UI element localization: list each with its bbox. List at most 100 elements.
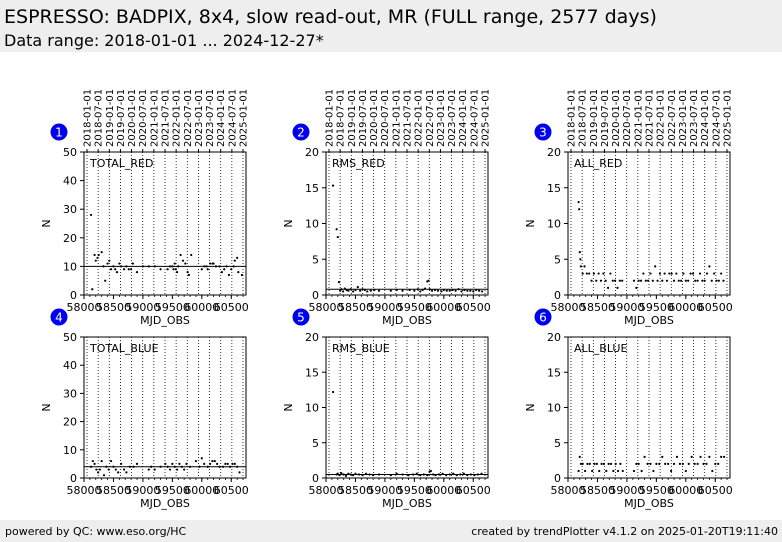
- data-point: [233, 462, 236, 465]
- top-date-label: 2024-07-01: [711, 89, 722, 147]
- y-axis-label: N: [40, 403, 53, 411]
- data-point: [135, 462, 139, 465]
- data-point: [614, 462, 617, 465]
- data-point: [434, 474, 437, 477]
- panel-title: ALL_RED: [574, 157, 622, 170]
- x-tick-label: 60000: [426, 484, 461, 497]
- data-point: [357, 473, 361, 476]
- footer-powered-by: powered by QC: www.eso.org/HC: [5, 525, 187, 538]
- top-date-label: 2021-01-01: [391, 89, 402, 147]
- data-point: [445, 289, 448, 292]
- x-tick-label: 60000: [184, 301, 219, 314]
- data-point: [466, 474, 469, 477]
- y-tick-label: 20: [63, 232, 77, 245]
- data-point: [632, 469, 636, 473]
- data-point: [720, 455, 723, 458]
- data-point: [661, 279, 664, 282]
- data-point: [173, 465, 176, 468]
- data-point: [91, 288, 94, 291]
- data-point: [597, 272, 600, 275]
- data-point: [595, 279, 598, 282]
- data-point: [177, 265, 180, 268]
- page-title: ESPRESSO: BADPIX, 8x4, slow read-out, MR…: [4, 6, 657, 28]
- y-tick-label: 0: [554, 289, 561, 302]
- data-point: [651, 279, 654, 282]
- x-tick-label: 59500: [639, 484, 674, 497]
- panel-title: RMS_RED: [332, 157, 385, 170]
- data-point: [427, 279, 430, 282]
- data-point: [619, 462, 622, 465]
- panel-number-marker: [292, 308, 310, 326]
- data-point: [592, 272, 596, 275]
- data-point: [361, 288, 364, 291]
- y-tick-label: 40: [63, 359, 77, 372]
- data-point: [705, 272, 709, 275]
- data-point: [419, 290, 422, 293]
- x-tick-label: 60000: [426, 301, 461, 314]
- top-date-label: 2019-01-01: [105, 89, 116, 147]
- data-point: [602, 272, 605, 275]
- top-date-label: 2024-01-01: [700, 89, 711, 147]
- x-tick-label: 59000: [609, 484, 644, 497]
- top-date-label: 2018-01-01: [83, 89, 94, 147]
- data-point: [430, 289, 434, 292]
- data-point: [604, 279, 607, 282]
- data-point: [389, 474, 392, 477]
- panel-number: 2: [297, 126, 305, 140]
- y-tick-label: 20: [547, 331, 561, 344]
- y-tick-label: 0: [70, 289, 77, 302]
- y-tick-label: 50: [63, 331, 77, 344]
- data-point: [436, 289, 440, 292]
- data-point: [337, 281, 341, 284]
- data-point: [579, 265, 583, 268]
- data-point: [647, 279, 650, 282]
- data-point: [106, 262, 109, 265]
- data-point: [708, 455, 711, 458]
- data-point: [179, 253, 182, 257]
- data-point: [223, 268, 226, 271]
- data-point: [342, 473, 345, 476]
- data-point: [451, 288, 454, 292]
- top-date-label: 2020-01-01: [369, 89, 380, 147]
- data-point: [218, 465, 221, 468]
- data-point: [438, 473, 441, 476]
- data-point: [173, 262, 176, 265]
- y-axis-label: N: [282, 219, 295, 227]
- data-point: [132, 465, 135, 468]
- top-date-label: 2023-01-01: [678, 89, 689, 147]
- chart-panel-1: 0 10 20 30 40 50 58000585005900059500600006050…: [40, 89, 250, 327]
- data-point: [632, 279, 636, 282]
- data-point: [677, 279, 680, 282]
- data-point: [347, 289, 350, 292]
- data-point: [658, 272, 661, 275]
- data-point: [416, 288, 419, 291]
- data-point: [708, 265, 711, 268]
- data-point: [600, 462, 603, 465]
- x-tick-label: 59000: [125, 484, 160, 497]
- data-point: [125, 265, 128, 268]
- data-point: [164, 462, 167, 465]
- data-point: [238, 471, 241, 474]
- data-point: [682, 272, 685, 275]
- data-point: [335, 228, 338, 231]
- y-tick-label: 0: [70, 472, 77, 485]
- data-point: [639, 279, 643, 282]
- data-point: [618, 279, 621, 282]
- data-point: [408, 288, 411, 292]
- data-point: [643, 455, 646, 458]
- data-point: [720, 272, 723, 275]
- top-date-label: 2019-07-01: [600, 89, 611, 147]
- top-date-label: 2023-07-01: [689, 89, 700, 147]
- data-point: [180, 465, 183, 468]
- data-point: [429, 469, 432, 473]
- data-point: [183, 468, 186, 471]
- footer-bar: powered by QC: www.eso.org/HC created by…: [0, 520, 782, 542]
- y-tick-label: 10: [547, 218, 561, 231]
- y-tick-label: 0: [312, 289, 319, 302]
- data-point: [421, 288, 424, 292]
- data-point: [475, 288, 478, 292]
- x-axis-label: MJD_OBS: [140, 497, 190, 510]
- data-point: [459, 473, 462, 476]
- data-point: [652, 469, 655, 473]
